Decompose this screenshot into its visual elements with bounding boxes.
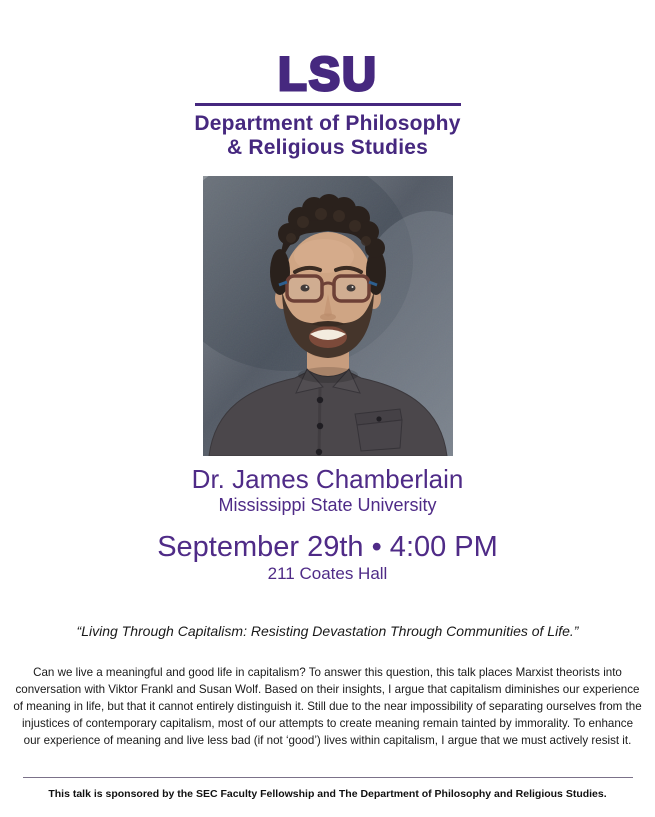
department-name: Department of Philosophy & Religious Stu…: [0, 112, 655, 160]
talk-title: “Living Through Capitalism: Resisting De…: [76, 623, 579, 639]
footer-divider: [22, 777, 633, 778]
speaker-photo: [0, 176, 655, 456]
lsu-logo-text: LSU: [278, 47, 378, 98]
event-location: 211 Coates Hall: [267, 564, 388, 583]
speaker-portrait-image: [202, 176, 453, 456]
event-datetime: September 29th • 4:00 PM: [157, 531, 498, 563]
department-name-line1: Department of Philosophy: [194, 112, 461, 135]
sponsor-text: This talk is sponsored by the SEC Facult…: [48, 788, 607, 800]
lsu-logo-icon: LSU: [276, 46, 378, 102]
speaker-name: Dr. James Chamberlain: [191, 464, 464, 494]
department-name-line2: & Religious Studies: [227, 136, 428, 159]
speaker-affiliation: Mississippi State University: [218, 495, 437, 515]
lsu-logo: LSU: [0, 46, 655, 102]
brand-divider: [194, 103, 461, 106]
talk-abstract: Can we live a meaningful and good life i…: [13, 666, 642, 747]
